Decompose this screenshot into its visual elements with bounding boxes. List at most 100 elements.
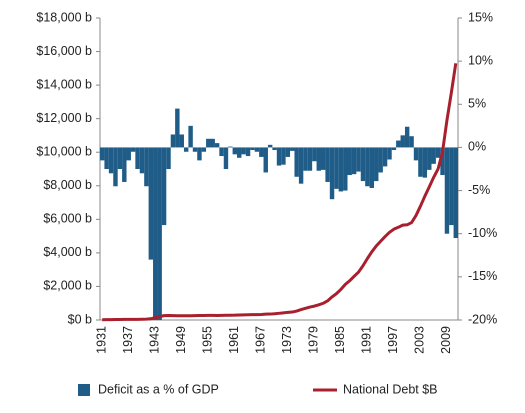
bar <box>113 147 118 187</box>
bar <box>272 147 277 151</box>
y2-tick-label: -5% <box>468 183 490 197</box>
bar <box>444 147 450 234</box>
bar <box>192 147 198 152</box>
bar <box>210 138 215 148</box>
bar <box>347 147 352 176</box>
bar <box>290 147 295 151</box>
bar <box>387 147 392 160</box>
bar <box>219 147 224 157</box>
bar <box>440 147 445 176</box>
bar <box>108 147 114 174</box>
bar <box>281 147 286 165</box>
y-tick-label: $2,000 b <box>43 279 92 293</box>
bar <box>228 146 233 148</box>
x-tick-label: 1973 <box>280 326 294 354</box>
x-tick-label: 1991 <box>360 326 374 354</box>
bar <box>201 147 207 152</box>
bar <box>422 147 428 178</box>
bar <box>320 147 326 170</box>
bar <box>254 147 260 152</box>
bar <box>153 147 158 320</box>
bar <box>303 147 308 171</box>
y-tick-label: $12,000 b <box>36 111 92 125</box>
bar <box>161 147 167 226</box>
y2-tick-label: -10% <box>468 226 497 240</box>
bar <box>197 147 202 161</box>
bar <box>369 147 375 188</box>
bar <box>365 147 370 187</box>
bar <box>100 147 105 161</box>
bar <box>135 147 140 169</box>
legend-label: National Debt $B <box>343 382 438 396</box>
bar <box>250 147 255 151</box>
bar <box>360 147 366 182</box>
x-tick-label: 1955 <box>201 326 215 354</box>
y-tick-label: $8,000 b <box>43 178 92 192</box>
y2-tick-label: 10% <box>468 53 493 67</box>
bar <box>298 147 304 184</box>
bar <box>294 147 299 177</box>
y2-tick-label: 0% <box>468 140 486 154</box>
bar <box>104 147 109 169</box>
x-tick-label: 1985 <box>333 326 347 354</box>
bar <box>329 147 335 200</box>
x-tick-label: 1949 <box>174 326 188 354</box>
bar <box>343 147 348 191</box>
bar <box>413 147 419 161</box>
bar <box>144 147 149 187</box>
line <box>102 63 458 322</box>
bar <box>449 147 454 226</box>
bar <box>223 147 229 169</box>
bar <box>130 147 136 152</box>
x-tick-label: 1937 <box>121 326 135 354</box>
bar <box>259 147 264 157</box>
bar <box>148 147 154 260</box>
bar <box>241 147 246 155</box>
bar <box>312 147 317 162</box>
bar <box>237 147 242 158</box>
bar <box>409 136 414 148</box>
bar <box>232 147 238 155</box>
bar <box>391 147 397 151</box>
bar <box>245 147 251 157</box>
bar <box>307 147 313 171</box>
bar <box>188 125 193 148</box>
y-tick-label: $18,000 b <box>36 10 92 24</box>
legend-swatch <box>78 384 90 396</box>
bar <box>122 147 127 182</box>
y2-tick-label: 15% <box>468 10 493 24</box>
y-tick-label: $14,000 b <box>36 77 92 91</box>
bar <box>166 147 171 169</box>
bar <box>126 147 131 161</box>
bar <box>179 134 184 148</box>
x-tick-label: 2003 <box>413 326 427 354</box>
bar <box>157 147 162 320</box>
y-tick-label: $0 b <box>68 312 92 326</box>
legend-label: Deficit as a % of GDP <box>98 382 219 396</box>
x-tick-label: 1931 <box>95 326 109 354</box>
y2-tick-label: -20% <box>468 312 497 326</box>
bar <box>334 147 339 189</box>
y2-tick-label: -15% <box>468 269 497 283</box>
x-tick-label: 1961 <box>227 326 241 354</box>
bar <box>316 147 321 171</box>
bar <box>382 147 388 167</box>
bar <box>170 134 176 148</box>
bar <box>356 147 361 172</box>
bar <box>374 147 379 182</box>
bar <box>396 140 401 148</box>
y-tick-label: $6,000 b <box>43 212 92 226</box>
x-tick-label: 2009 <box>439 326 453 354</box>
bar <box>267 144 273 148</box>
x-tick-label: 1997 <box>386 326 400 354</box>
bar <box>276 147 282 166</box>
bar <box>338 147 344 192</box>
bar <box>117 147 123 169</box>
bar <box>351 147 357 175</box>
bar <box>431 147 436 164</box>
bar <box>435 147 441 158</box>
bar <box>183 147 189 152</box>
y-tick-label: $4,000 b <box>43 245 92 259</box>
bar <box>175 108 180 148</box>
